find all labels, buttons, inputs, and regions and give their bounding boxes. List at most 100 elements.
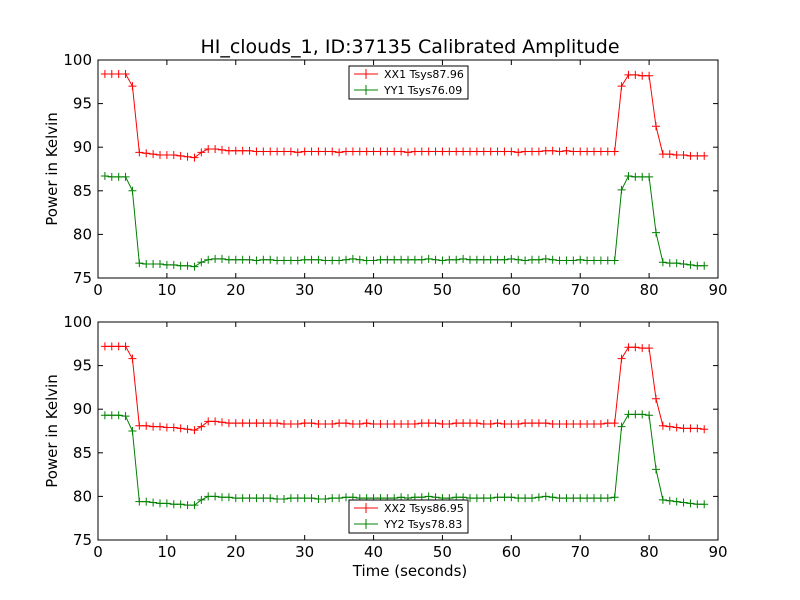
data-point-xx2 — [328, 420, 337, 429]
data-point-xx2 — [149, 422, 158, 431]
data-point-xx2 — [176, 424, 185, 433]
data-point-yy1 — [100, 171, 109, 180]
data-point-xx2 — [169, 423, 178, 432]
top-panel: HI_clouds_1, ID:37135 Calibrated Amplitu… — [43, 36, 728, 299]
data-point-yy1 — [162, 260, 171, 269]
y-axis-label: Power in Kelvin — [43, 112, 61, 226]
y-tick-label: 80 — [73, 225, 92, 243]
data-point-xx2 — [280, 420, 288, 429]
data-point-xx1 — [218, 145, 226, 154]
data-point-xx1 — [610, 147, 619, 156]
data-point-xx1 — [479, 147, 488, 156]
data-point-yy2 — [521, 494, 530, 503]
data-point-xx1 — [390, 147, 399, 156]
data-point-xx1 — [156, 151, 164, 160]
data-point-xx2 — [569, 420, 578, 429]
y-tick-label: 85 — [73, 182, 92, 200]
data-point-yy2 — [658, 495, 667, 504]
x-tick-label: 50 — [433, 543, 452, 561]
data-point-yy1 — [700, 261, 709, 270]
data-point-yy2 — [590, 494, 598, 503]
data-point-xx2 — [156, 422, 164, 431]
data-point-yy1 — [259, 255, 268, 264]
data-point-xx1 — [314, 147, 323, 156]
data-point-yy2 — [555, 494, 564, 503]
data-point-xx1 — [528, 147, 536, 156]
data-point-yy1 — [679, 260, 688, 269]
data-point-yy1 — [121, 172, 130, 181]
data-point-yy1 — [548, 255, 557, 264]
legend-label-yy1: YY1 Tsys76.09 — [383, 84, 462, 97]
data-point-yy2 — [500, 493, 509, 502]
data-point-yy1 — [569, 256, 578, 265]
data-point-xx1 — [583, 147, 592, 156]
x-tick-label: 10 — [157, 281, 176, 299]
data-point-yy1 — [397, 255, 406, 264]
data-point-xx1 — [197, 148, 206, 157]
data-point-yy2 — [321, 495, 330, 504]
x-tick-label: 60 — [502, 543, 521, 561]
data-point-xx2 — [348, 420, 357, 429]
data-point-xx2 — [500, 420, 509, 429]
data-point-yy1 — [362, 256, 371, 265]
data-point-yy1 — [355, 255, 364, 264]
data-point-yy1 — [445, 255, 454, 264]
data-point-yy2 — [114, 411, 123, 420]
data-point-xx2 — [259, 419, 268, 428]
data-point-xx2 — [266, 419, 275, 428]
data-point-yy1 — [500, 255, 509, 264]
data-point-xx1 — [486, 147, 495, 156]
data-point-yy2 — [631, 410, 640, 419]
data-point-yy1 — [603, 256, 612, 265]
data-point-xx2 — [245, 419, 254, 428]
data-point-xx2 — [534, 419, 543, 428]
data-point-xx2 — [293, 420, 302, 429]
data-point-xx2 — [638, 344, 647, 353]
x-tick-label: 0 — [93, 281, 103, 299]
x-tick-label: 20 — [226, 281, 245, 299]
data-point-xx2 — [541, 419, 550, 428]
y-tick-label: 90 — [73, 138, 92, 156]
data-point-xx2 — [693, 424, 702, 433]
data-point-xx2 — [238, 419, 247, 428]
data-point-yy2 — [204, 492, 213, 501]
data-point-yy2 — [307, 494, 316, 503]
data-point-yy1 — [665, 259, 674, 268]
data-point-yy1 — [390, 255, 399, 264]
series-layer — [100, 69, 709, 271]
data-point-xx1 — [383, 147, 392, 156]
data-point-yy1 — [307, 255, 316, 264]
y-tick-label: 100 — [63, 51, 92, 69]
data-point-yy2 — [156, 499, 164, 508]
x-axis-label: Time (seconds) — [352, 562, 468, 580]
legend: XX2 Tsys86.95 YY2 Tsys78.83 — [348, 499, 469, 534]
data-point-xx2 — [410, 420, 419, 429]
data-point-xx2 — [438, 420, 447, 429]
data-point-xx1 — [548, 146, 557, 155]
data-point-yy1 — [183, 261, 192, 270]
data-point-yy2 — [162, 499, 171, 508]
data-point-yy1 — [369, 256, 378, 265]
data-point-yy1 — [348, 254, 357, 263]
data-point-yy1 — [293, 256, 302, 265]
data-point-xx1 — [576, 147, 585, 156]
x-axis: 0 10 20 30 40 50 60 70 80 90 — [93, 322, 728, 561]
data-point-yy2 — [617, 422, 626, 431]
data-point-xx2 — [114, 342, 123, 351]
data-point-xx1 — [376, 147, 385, 156]
series-layer — [100, 342, 709, 510]
data-point-yy1 — [142, 260, 151, 269]
data-point-yy1 — [466, 255, 474, 264]
x-tick-label: 20 — [226, 543, 245, 561]
x-tick-label: 40 — [364, 281, 383, 299]
data-point-yy1 — [493, 255, 502, 264]
data-point-yy1 — [197, 258, 206, 267]
data-point-yy1 — [204, 255, 213, 264]
data-point-yy2 — [169, 500, 178, 509]
data-point-yy2 — [486, 494, 495, 503]
data-point-yy1 — [555, 256, 564, 265]
data-point-yy2 — [300, 494, 309, 503]
data-point-xx2 — [658, 421, 667, 430]
data-point-xx2 — [190, 426, 199, 435]
